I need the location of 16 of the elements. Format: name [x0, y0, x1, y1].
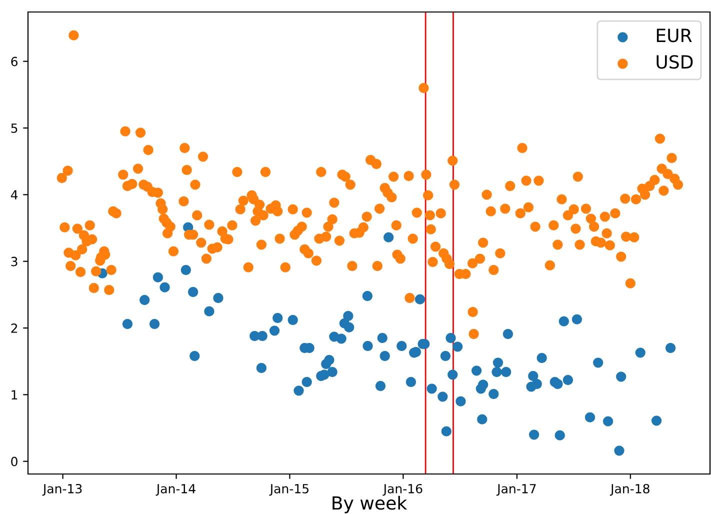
legend-label: EUR: [656, 28, 692, 42]
x-tick-label: Jan-18: [610, 484, 650, 496]
y-tick-label: 3: [11, 256, 18, 266]
y-tick-label: 5: [11, 124, 18, 133]
x-tick-label: Jan-13: [42, 484, 82, 496]
y-tick-label: 2: [11, 323, 18, 333]
y-tick-label: 4: [10, 190, 18, 200]
x-tick-label: Jan-16: [382, 484, 422, 496]
y-tick-label: 0: [11, 456, 18, 466]
x-tick-label: Jan-14: [156, 484, 196, 496]
y-tick-label: 6: [11, 56, 18, 66]
legend-label: USD: [656, 55, 693, 69]
x-tick-label: Jan-15: [269, 484, 308, 496]
x-axis-title: By week: [332, 496, 408, 514]
y-tick-label: 1: [12, 390, 18, 400]
x-tick-label: Jan-17: [496, 484, 536, 496]
